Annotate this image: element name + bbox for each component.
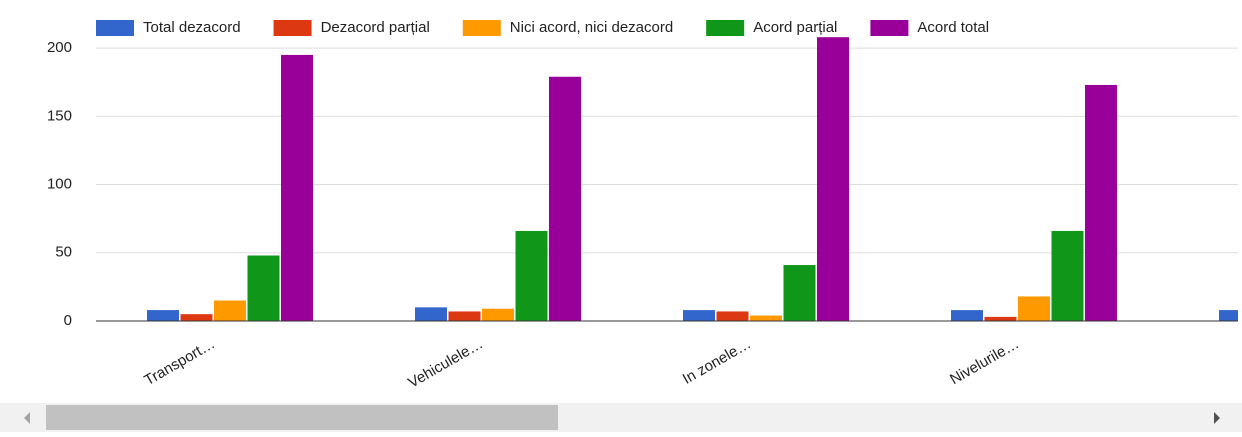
- x-tick-label: Vehiculele…: [405, 335, 486, 391]
- bar: [951, 310, 983, 321]
- bar: [247, 255, 280, 321]
- bar: [448, 311, 481, 321]
- y-tick-label: 200: [47, 39, 72, 56]
- bar: [683, 310, 715, 321]
- bar: [482, 308, 514, 321]
- bar: [984, 316, 1017, 321]
- bar: [783, 265, 816, 321]
- bar: [415, 307, 447, 321]
- bar: [1085, 84, 1117, 321]
- bar: [817, 37, 849, 321]
- bar: [750, 315, 782, 321]
- scrollbar[interactable]: [0, 403, 1242, 432]
- bar: [214, 300, 246, 321]
- bar: [180, 314, 213, 321]
- bar: [1219, 310, 1238, 321]
- legend-swatch: [462, 20, 501, 36]
- bar: [1018, 296, 1050, 321]
- bar: [515, 230, 548, 321]
- legend-swatch: [273, 20, 312, 36]
- x-tick-label: Transport…: [141, 335, 218, 389]
- legend-label: Acord parțial: [753, 19, 837, 36]
- bar: [281, 54, 313, 321]
- y-tick-label: 150: [47, 107, 72, 124]
- x-tick-label: Nivelurile…: [947, 335, 1022, 388]
- legend-label: Total dezacord: [143, 19, 241, 36]
- y-tick-label: 100: [47, 176, 72, 193]
- legend-label: Nici acord, nici dezacord: [510, 19, 673, 36]
- scroll-right[interactable]: [1214, 412, 1220, 424]
- legend-swatch: [96, 20, 134, 36]
- plot-area: 0 50 100 150 200 Transport… Vehiculele… In zone…: [47, 37, 1238, 392]
- bar: [716, 311, 749, 321]
- legend-swatch: [870, 20, 909, 36]
- bar: [1051, 230, 1084, 321]
- x-tick-label: In zonele…: [680, 335, 754, 388]
- bar: [147, 310, 179, 321]
- bar: [549, 76, 581, 322]
- scroll-left[interactable]: [24, 412, 30, 424]
- legend-swatch: [706, 20, 745, 36]
- scroll-thumb[interactable]: [46, 405, 558, 430]
- y-tick-label: 50: [55, 244, 72, 261]
- y-tick-label: 0: [64, 312, 72, 329]
- legend-label: Dezacord parțial: [321, 19, 430, 36]
- legend-label: Acord total: [917, 19, 989, 36]
